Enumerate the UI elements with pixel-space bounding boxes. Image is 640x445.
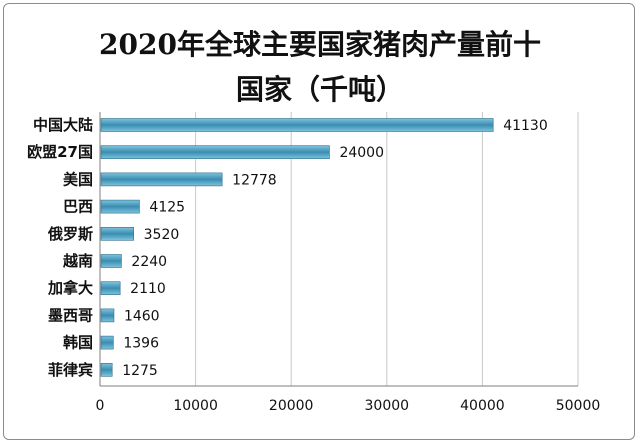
bar-6 bbox=[100, 281, 121, 296]
bar-8 bbox=[100, 335, 114, 350]
category-label: 加拿大 bbox=[47, 279, 93, 297]
category-label: 菲律宾 bbox=[48, 361, 93, 379]
category-label: 中国大陆 bbox=[33, 116, 93, 134]
category-label: 墨西哥 bbox=[48, 306, 93, 324]
category-label: 美国 bbox=[63, 170, 93, 188]
value-label: 4125 bbox=[149, 200, 185, 216]
value-label: 1275 bbox=[122, 363, 158, 379]
value-label: 1396 bbox=[123, 336, 159, 352]
category-label: 欧盟27国 bbox=[27, 143, 93, 161]
chart-title-line1: 2020年全球主要国家猪肉产量前十 bbox=[99, 28, 541, 61]
bar-3 bbox=[100, 199, 140, 214]
bar-5 bbox=[100, 254, 122, 268]
value-label: 3520 bbox=[144, 227, 180, 243]
category-label: 巴西 bbox=[63, 198, 93, 216]
bars bbox=[100, 118, 494, 377]
value-label: 1460 bbox=[124, 308, 160, 324]
value-label: 2110 bbox=[130, 281, 166, 297]
bar-7 bbox=[100, 308, 115, 323]
value-label: 41130 bbox=[503, 118, 548, 134]
x-tick-label: 0 bbox=[96, 398, 105, 414]
category-label: 越南 bbox=[62, 252, 93, 270]
bar-0 bbox=[100, 118, 494, 132]
category-label: 韩国 bbox=[63, 334, 93, 352]
value-label: 24000 bbox=[339, 145, 384, 161]
x-tick-label: 10000 bbox=[173, 398, 218, 414]
labels: 中国大陆 41130 欧盟27国 24000 美国 12778 巴西 4125 俄罗斯 3520 越… bbox=[27, 116, 548, 379]
bar-9 bbox=[100, 362, 113, 377]
category-label: 俄罗斯 bbox=[47, 225, 93, 243]
x-tick-label: 30000 bbox=[365, 398, 410, 414]
x-tick-label: 20000 bbox=[269, 398, 314, 414]
x-tick-label: 50000 bbox=[556, 398, 601, 414]
bar-1 bbox=[100, 145, 330, 159]
chart-title-line2: 国家（千吨） bbox=[235, 73, 404, 106]
bar-2 bbox=[100, 172, 223, 187]
value-label: 2240 bbox=[131, 254, 167, 270]
bar-4 bbox=[100, 227, 134, 241]
x-tick-label: 40000 bbox=[460, 398, 505, 414]
value-label: 12778 bbox=[232, 172, 277, 188]
